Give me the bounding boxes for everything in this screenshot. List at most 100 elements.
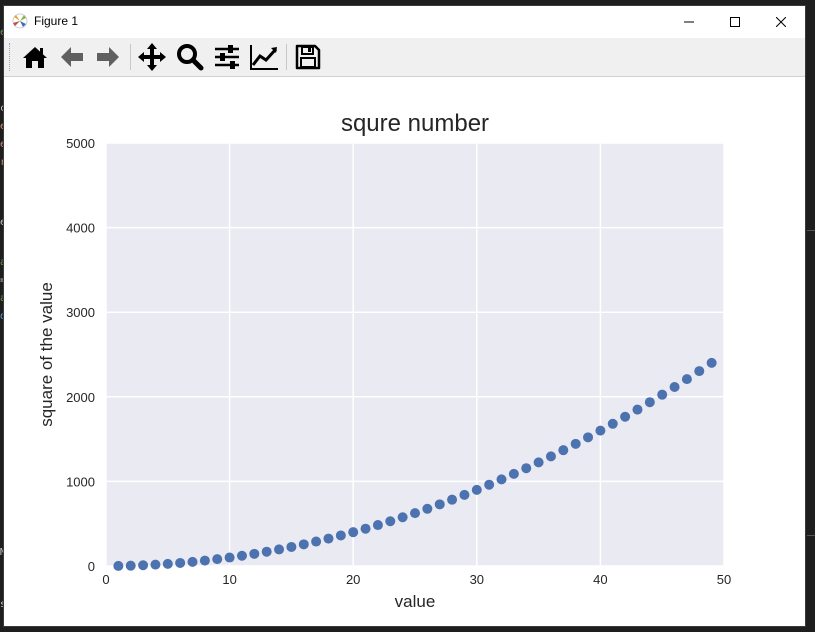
figure-window: Figure 1 xyxy=(4,6,805,626)
background-divider xyxy=(807,535,815,536)
data-point xyxy=(496,474,507,485)
data-point xyxy=(236,550,247,561)
x-tick-label: 30 xyxy=(470,572,484,587)
data-point xyxy=(644,397,655,408)
data-point xyxy=(681,374,692,385)
data-point xyxy=(323,533,334,544)
maximize-button[interactable] xyxy=(712,6,758,38)
data-point xyxy=(706,357,717,368)
data-point xyxy=(558,445,569,456)
data-point xyxy=(397,512,408,523)
data-point xyxy=(595,425,606,436)
data-point xyxy=(249,548,260,559)
data-point xyxy=(385,516,396,527)
background-editor-fragment: e xyxy=(0,122,6,132)
data-point xyxy=(125,560,136,571)
data-point xyxy=(607,418,618,429)
home-button[interactable] xyxy=(18,41,52,73)
minimize-icon xyxy=(684,21,694,23)
data-point xyxy=(434,499,445,510)
close-icon xyxy=(776,17,786,27)
data-point xyxy=(212,554,223,565)
data-point xyxy=(410,508,420,519)
configure-subplots-button[interactable] xyxy=(210,41,244,73)
background-editor-fragment: M xyxy=(0,548,6,558)
forward-button[interactable] xyxy=(91,41,125,73)
data-point xyxy=(694,366,705,377)
edit-axis-button[interactable] xyxy=(247,41,281,73)
background-editor-fragment: d xyxy=(0,312,6,322)
subplots-config-icon xyxy=(215,45,239,69)
data-point xyxy=(508,468,519,479)
x-tick-label: 40 xyxy=(593,572,607,587)
forward-arrow-icon xyxy=(97,47,119,67)
y-tick-label: 4000 xyxy=(66,221,95,236)
chart-title: squre number xyxy=(341,110,489,137)
toolbar-separator xyxy=(286,44,287,70)
window-title: Figure 1 xyxy=(34,14,79,28)
background-editor-fragment: = xyxy=(0,276,6,286)
data-point xyxy=(175,557,186,568)
background-editor-fragment: e xyxy=(0,28,6,38)
title-bar[interactable]: Figure 1 xyxy=(4,6,805,38)
grid-lines xyxy=(105,142,725,567)
data-point xyxy=(311,536,322,547)
pan-button[interactable] xyxy=(135,41,169,73)
x-axis-ticks: 0 10 20 30 40 50 xyxy=(102,572,731,587)
background-editor-fragment: c xyxy=(0,104,6,114)
background-editor-fragment: e xyxy=(0,140,6,150)
data-point xyxy=(570,438,581,449)
background-editor-fragment: s xyxy=(0,600,6,610)
y-tick-label: 5000 xyxy=(66,136,95,151)
data-point xyxy=(298,539,309,550)
data-point xyxy=(669,381,680,392)
data-point xyxy=(471,484,482,495)
back-button[interactable] xyxy=(55,41,89,73)
data-point xyxy=(484,479,495,490)
x-tick-label: 50 xyxy=(717,572,731,587)
data-point xyxy=(632,404,643,415)
x-axis-label: value xyxy=(395,592,436,611)
data-point xyxy=(138,560,149,571)
data-point xyxy=(422,503,433,514)
data-point xyxy=(447,494,458,505)
data-point xyxy=(274,544,285,555)
data-point xyxy=(360,523,371,534)
background-editor-fragment: a xyxy=(0,258,6,268)
plot-area xyxy=(106,143,724,566)
zoom-magnifier-icon xyxy=(177,44,204,71)
matplotlib-app-icon xyxy=(12,13,28,29)
data-points xyxy=(113,357,717,571)
data-point xyxy=(657,389,668,400)
data-point xyxy=(224,552,235,563)
data-point xyxy=(335,530,346,541)
y-tick-label: 0 xyxy=(88,559,95,574)
data-point xyxy=(533,457,544,468)
home-icon xyxy=(23,47,47,68)
toolbar-grip xyxy=(9,43,12,71)
save-button[interactable] xyxy=(291,41,325,73)
navigation-toolbar xyxy=(4,38,805,77)
data-point xyxy=(199,555,210,566)
y-axis-ticks: 0 1000 2000 3000 4000 5000 xyxy=(66,136,95,574)
data-point xyxy=(261,546,272,557)
data-point xyxy=(459,489,470,500)
data-point xyxy=(521,463,532,474)
scatter-chart: 0 10 20 30 40 50 0 1000 2000 3000 4000 5000 squre … xyxy=(37,110,731,611)
y-axis-label: square of the value xyxy=(37,282,56,427)
data-point xyxy=(150,559,161,570)
maximize-icon xyxy=(730,17,740,27)
x-tick-label: 0 xyxy=(102,572,109,587)
data-point xyxy=(372,520,383,531)
y-tick-label: 2000 xyxy=(66,390,95,405)
close-button[interactable] xyxy=(758,6,804,38)
figure-canvas[interactable]: 0 10 20 30 40 50 0 1000 2000 3000 4000 5000 squre … xyxy=(4,77,805,626)
edit-axis-icon xyxy=(250,45,278,70)
zoom-button[interactable] xyxy=(173,41,207,73)
toolbar-separator xyxy=(130,44,131,70)
data-point xyxy=(348,527,359,538)
x-tick-label: 20 xyxy=(346,572,360,587)
background-editor-fragment: e xyxy=(0,218,6,228)
y-tick-label: 3000 xyxy=(66,305,95,320)
minimize-button[interactable] xyxy=(666,6,712,38)
